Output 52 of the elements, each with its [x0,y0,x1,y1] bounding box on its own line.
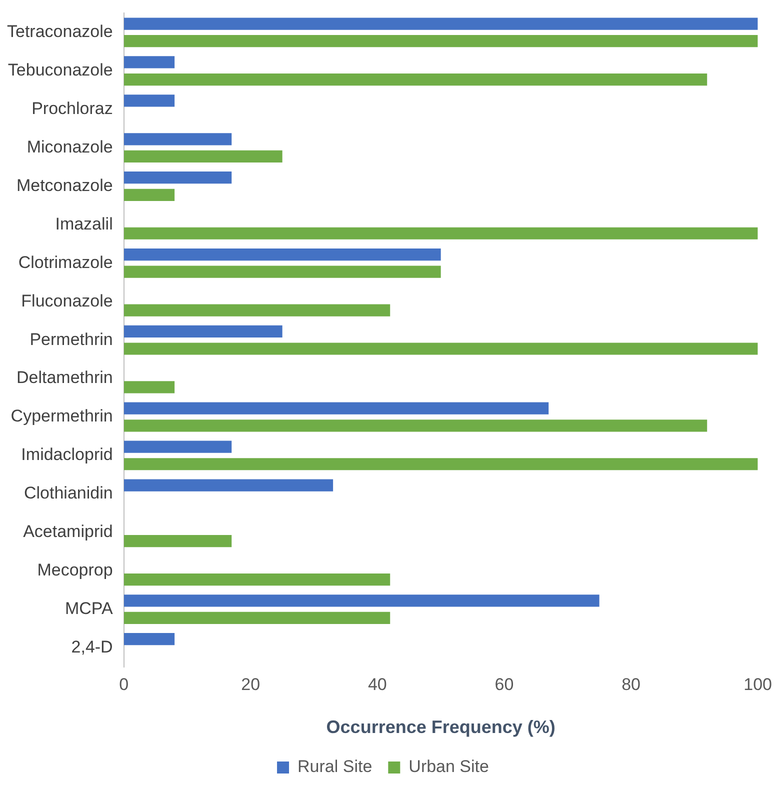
bar [124,227,758,240]
x-tick-label: 0 [119,674,129,694]
bar [124,133,232,146]
legend-label: Rural Site [298,757,372,776]
bar [124,594,600,607]
x-tick-label: 40 [368,674,387,694]
bar [124,56,175,68]
x-tick-label: 100 [744,674,772,694]
x-tick-label: 20 [241,674,260,694]
y-tick-label: Tetraconazole [7,22,113,42]
x-axis-title: Occurrence Frequency (%) [326,717,556,738]
bar [124,479,334,492]
y-tick-label: Prochloraz [32,99,113,118]
bar [124,325,282,338]
y-tick-label: Acetamiprid [23,522,113,542]
bar [124,35,758,48]
bar [124,534,232,548]
bar [124,381,175,394]
bar [124,248,441,261]
y-tick-label: Tebuconazole [8,60,113,80]
legend-label: Urban Site [408,757,489,776]
y-tick-label: Clotrimazole [18,252,113,272]
bar [124,304,390,316]
bar [124,94,175,107]
y-tick-label: MCPA [64,599,114,618]
y-tick-label: Metconazole [16,176,113,195]
bar [124,402,549,414]
y-tick-label: Imazalil [55,214,113,234]
bar [124,633,175,646]
x-tick-label: 80 [622,674,640,694]
y-tick-label: Imidacloprid [21,445,113,464]
bar [124,420,708,432]
y-tick-label: Mecoprop [37,560,113,580]
y-tick-label: Miconazole [26,137,113,156]
bar [124,573,390,586]
bar [124,342,758,355]
bar [124,18,758,30]
bar [124,73,708,86]
bar [124,440,232,453]
y-tick-label: Fluconazole [21,291,113,310]
bar [124,612,390,624]
y-tick-label: Deltamethrin [16,368,113,388]
y-tick-label: Clothianidin [24,484,113,503]
bar [124,188,175,201]
bar [124,458,758,470]
y-tick-label: 2,4-D [71,637,113,656]
bar [124,266,441,278]
bar [124,172,232,184]
x-tick-label: 60 [494,674,514,694]
y-tick-label: Cypermethrin [10,406,113,426]
bar [124,150,282,163]
y-tick-label: Permethrin [30,330,113,349]
